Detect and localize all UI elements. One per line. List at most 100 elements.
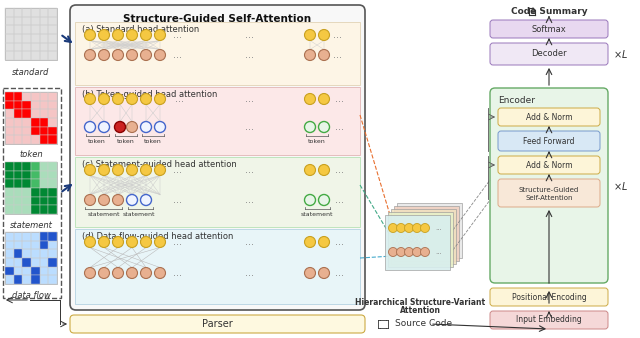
Bar — [13, 179, 22, 188]
Bar — [31, 34, 40, 43]
Text: standard: standard — [12, 68, 50, 77]
Bar — [13, 8, 22, 17]
Circle shape — [305, 267, 316, 279]
Text: $\times L$: $\times L$ — [613, 179, 628, 192]
Bar — [22, 188, 31, 197]
Bar — [49, 205, 57, 214]
Bar — [40, 249, 49, 258]
Bar — [40, 127, 49, 135]
Text: ...: ... — [335, 122, 344, 132]
Bar — [5, 249, 13, 258]
Bar — [49, 205, 57, 214]
Text: statement: statement — [10, 221, 52, 230]
Bar — [22, 92, 31, 101]
Bar — [397, 203, 462, 258]
Bar — [22, 109, 31, 118]
Circle shape — [141, 94, 152, 104]
Text: ...: ... — [436, 249, 442, 255]
Text: ...: ... — [333, 50, 342, 60]
Text: ...: ... — [335, 94, 344, 104]
Text: ...: ... — [173, 30, 182, 40]
Bar — [49, 109, 57, 118]
Bar — [5, 101, 13, 109]
Text: Positional Encoding: Positional Encoding — [511, 292, 586, 301]
Text: ...: ... — [246, 268, 255, 278]
Bar — [31, 127, 40, 135]
Bar — [40, 135, 49, 144]
Text: token: token — [117, 139, 135, 144]
Text: (c) Statement-guided head attention: (c) Statement-guided head attention — [82, 160, 237, 169]
Text: token: token — [308, 139, 326, 144]
Bar — [49, 101, 57, 109]
Bar — [13, 101, 22, 109]
FancyBboxPatch shape — [498, 156, 600, 174]
Text: statement: statement — [88, 212, 120, 217]
Text: Structure-Guided Self-Attention: Structure-Guided Self-Attention — [123, 14, 311, 24]
Bar — [31, 241, 40, 249]
Circle shape — [113, 94, 124, 104]
Bar — [5, 171, 13, 179]
Bar — [40, 232, 49, 241]
Bar — [49, 135, 57, 144]
Text: Structure-Guided: Structure-Guided — [519, 187, 579, 193]
Text: Source Code: Source Code — [395, 319, 452, 329]
Bar — [13, 241, 22, 249]
Bar — [31, 92, 40, 101]
Bar — [31, 171, 40, 179]
Text: ...: ... — [173, 268, 182, 278]
Bar — [31, 258, 40, 267]
Bar — [31, 205, 40, 214]
Circle shape — [127, 165, 138, 175]
Circle shape — [99, 165, 109, 175]
Circle shape — [99, 237, 109, 247]
Bar — [31, 51, 40, 60]
Bar — [40, 135, 49, 144]
Bar — [31, 179, 40, 188]
Bar — [22, 109, 31, 118]
Circle shape — [397, 223, 406, 233]
Text: Feed Forward: Feed Forward — [524, 137, 575, 145]
FancyBboxPatch shape — [498, 131, 600, 151]
Bar — [22, 34, 31, 43]
Bar — [13, 171, 22, 179]
Text: (d) Data flow-guided head attention: (d) Data flow-guided head attention — [82, 232, 234, 241]
Bar — [13, 249, 22, 258]
Bar — [22, 179, 31, 188]
Text: Decoder: Decoder — [531, 49, 567, 58]
Text: (b) Token-guided head attention: (b) Token-guided head attention — [82, 90, 218, 99]
Bar — [40, 109, 49, 118]
Bar — [31, 188, 40, 197]
Circle shape — [319, 237, 330, 247]
Text: Self-Attention: Self-Attention — [525, 195, 573, 201]
Bar — [31, 275, 40, 284]
Circle shape — [113, 49, 124, 61]
Bar — [40, 162, 49, 171]
Bar — [22, 197, 31, 205]
Bar — [40, 258, 49, 267]
Circle shape — [127, 121, 138, 132]
Bar — [49, 127, 57, 135]
Bar — [22, 101, 31, 109]
Circle shape — [127, 194, 138, 206]
Bar — [40, 17, 49, 25]
Bar — [22, 179, 31, 188]
Bar — [22, 43, 31, 51]
Circle shape — [99, 267, 109, 279]
Bar — [13, 258, 22, 267]
Circle shape — [99, 194, 109, 206]
Bar — [40, 25, 49, 34]
Bar — [40, 162, 49, 171]
Circle shape — [141, 165, 152, 175]
Circle shape — [113, 165, 124, 175]
Text: Add & Norm: Add & Norm — [525, 113, 572, 121]
Text: statement: statement — [123, 212, 156, 217]
Circle shape — [141, 121, 152, 132]
Bar — [49, 135, 57, 144]
Bar — [5, 109, 13, 118]
Bar — [5, 118, 13, 127]
Bar — [49, 43, 57, 51]
Bar — [13, 25, 22, 34]
Text: ...: ... — [246, 30, 255, 40]
Text: ...: ... — [175, 94, 184, 104]
Bar — [40, 232, 49, 241]
